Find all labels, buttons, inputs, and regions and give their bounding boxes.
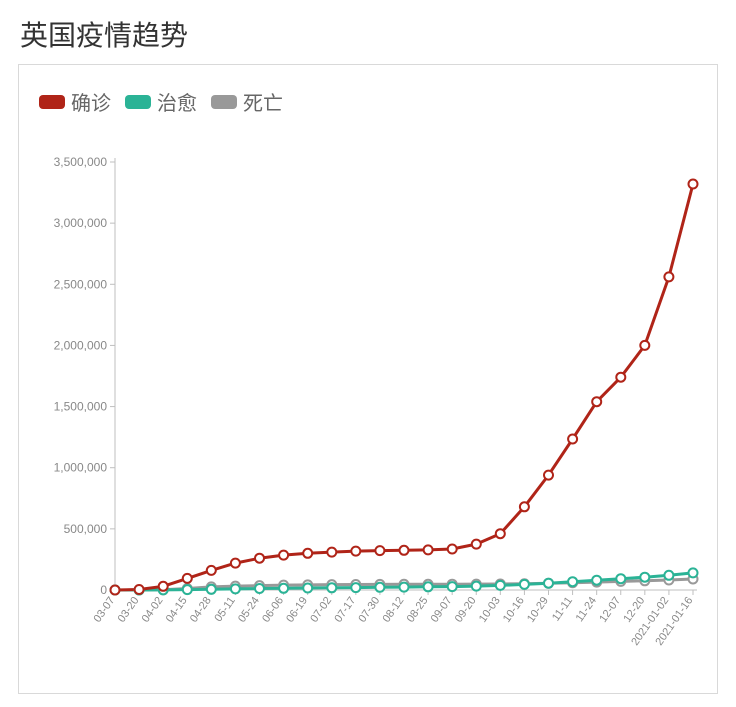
svg-text:03-07: 03-07 <box>91 595 117 625</box>
legend-swatch-confirmed <box>39 95 65 109</box>
legend-item-recovered[interactable]: 治愈 <box>125 87 197 116</box>
svg-text:06-19: 06-19 <box>284 595 310 625</box>
svg-text:2,500,000: 2,500,000 <box>54 277 108 291</box>
svg-text:09-07: 09-07 <box>429 595 455 625</box>
svg-text:10-29: 10-29 <box>525 595 551 625</box>
svg-text:11-24: 11-24 <box>574 595 600 624</box>
legend-item-deaths[interactable]: 死亡 <box>211 87 283 116</box>
svg-text:09-20: 09-20 <box>453 595 479 625</box>
svg-text:06-06: 06-06 <box>260 595 286 625</box>
svg-text:03-20: 03-20 <box>116 595 142 625</box>
x-axis: 03-0703-2004-0204-1504-2805-1105-2406-06… <box>91 590 695 648</box>
chart-container: 确诊 治愈 死亡 0 500,000 1,000,000 1,500,000 2,000… <box>18 64 718 694</box>
legend-label-deaths: 死亡 <box>243 87 283 116</box>
svg-text:07-30: 07-30 <box>356 595 382 625</box>
svg-text:08-25: 08-25 <box>405 595 431 625</box>
svg-text:0: 0 <box>100 583 107 597</box>
legend-item-confirmed[interactable]: 确诊 <box>39 87 111 116</box>
svg-text:05-11: 05-11 <box>212 595 238 624</box>
series-line-confirmed <box>115 184 693 590</box>
legend-label-confirmed: 确诊 <box>71 87 111 116</box>
svg-text:07-02: 07-02 <box>308 595 334 625</box>
svg-text:3,500,000: 3,500,000 <box>54 155 108 169</box>
svg-text:3,000,000: 3,000,000 <box>54 216 108 230</box>
page-title: 英国疫情趋势 <box>20 14 718 54</box>
svg-text:04-15: 04-15 <box>164 595 190 625</box>
svg-text:1,500,000: 1,500,000 <box>54 400 108 414</box>
svg-text:12-07: 12-07 <box>597 595 623 625</box>
svg-text:1,000,000: 1,000,000 <box>54 461 108 475</box>
svg-text:11-11: 11-11 <box>550 595 575 624</box>
y-axis: 0 500,000 1,000,000 1,500,000 2,000,000 2,500… <box>54 155 115 597</box>
svg-text:500,000: 500,000 <box>64 522 108 536</box>
svg-text:07-17: 07-17 <box>332 595 358 625</box>
legend: 确诊 治愈 死亡 <box>39 87 703 116</box>
line-chart: 0 500,000 1,000,000 1,500,000 2,000,000 2,500… <box>33 126 705 682</box>
svg-text:05-24: 05-24 <box>236 595 262 625</box>
svg-text:10-03: 10-03 <box>477 595 503 625</box>
svg-text:2,000,000: 2,000,000 <box>54 338 108 352</box>
legend-swatch-recovered <box>125 95 151 109</box>
svg-text:04-28: 04-28 <box>188 595 214 625</box>
svg-text:10-16: 10-16 <box>501 595 527 625</box>
legend-swatch-deaths <box>211 95 237 109</box>
legend-label-recovered: 治愈 <box>157 87 197 116</box>
svg-text:04-02: 04-02 <box>140 595 166 625</box>
svg-text:08-12: 08-12 <box>380 595 406 625</box>
